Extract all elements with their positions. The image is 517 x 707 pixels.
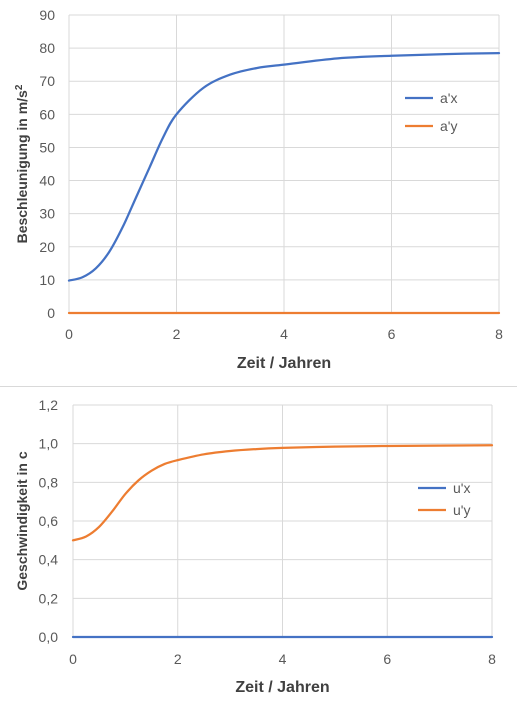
chart2-x-tick-label: 0 bbox=[69, 651, 77, 667]
chart1-y-tick-label: 70 bbox=[39, 73, 55, 89]
chart1-legend: a'x a'y bbox=[405, 90, 457, 134]
chart1-legend-label-ax: a'x bbox=[440, 90, 457, 106]
chart2-y-tick-label: 0,2 bbox=[39, 590, 59, 606]
chart1-y-tick-label: 0 bbox=[47, 305, 55, 321]
chart2-y-tick-label: 1,0 bbox=[39, 436, 59, 452]
chart2-y-axis-title: Geschwindigkeit in c bbox=[14, 451, 30, 590]
chart1-x-tick-label: 4 bbox=[280, 326, 288, 342]
chart1-x-tick-label: 8 bbox=[495, 326, 503, 342]
chart2-x-tick-label: 6 bbox=[383, 651, 391, 667]
chart2-x-tick-label: 4 bbox=[279, 651, 287, 667]
chart1-legend-label-ay: a'y bbox=[440, 118, 457, 134]
chart2-gridlines bbox=[72, 404, 493, 638]
chart2-y-tick-label: 0,8 bbox=[39, 474, 59, 490]
chart1-x-tick-label: 6 bbox=[388, 326, 396, 342]
chart1-y-tick-label: 80 bbox=[39, 40, 55, 56]
chart2-series bbox=[71, 444, 494, 639]
chart2-x-axis-title: Zeit / Jahren bbox=[235, 679, 329, 696]
acceleration-chart: 0 10 20 30 40 50 60 70 80 90 0 2 4 6 8 Beschleunigung… bbox=[14, 7, 504, 372]
chart1-series-line-ax bbox=[67, 51, 501, 282]
chart1-y-tick-label: 90 bbox=[39, 7, 55, 23]
velocity-chart: 0,0 0,2 0,4 0,6 0,8 1,0 1,2 0 2 4 6 8 Geschwindigk… bbox=[14, 397, 496, 696]
chart1-y-ticks: 0 10 20 30 40 50 60 70 80 90 bbox=[39, 7, 55, 321]
chart2-x-tick-label: 8 bbox=[488, 651, 496, 667]
chart2-y-tick-label: 1,2 bbox=[39, 397, 59, 413]
chart1-y-tick-label: 10 bbox=[39, 272, 55, 288]
chart2-x-ticks: 0 2 4 6 8 bbox=[69, 651, 496, 667]
chart1-y-tick-label: 40 bbox=[39, 173, 55, 189]
chart2-y-tick-label: 0,0 bbox=[39, 629, 59, 645]
chart-separator bbox=[0, 386, 517, 387]
chart2-y-tick-label: 0,4 bbox=[39, 552, 59, 568]
chart1-y-axis-title: Beschleunigung in m/s2 bbox=[14, 84, 31, 243]
chart2-series-line-uy bbox=[71, 444, 494, 542]
chart2-x-tick-label: 2 bbox=[174, 651, 182, 667]
chart1-x-ticks: 0 2 4 6 8 bbox=[65, 326, 503, 342]
chart1-y-axis-title-main: Beschleunigung in m/s bbox=[14, 90, 30, 243]
chart1-x-tick-label: 0 bbox=[65, 326, 73, 342]
chart1-gridlines bbox=[68, 14, 500, 314]
chart2-legend-label-uy: u'y bbox=[453, 502, 470, 518]
chart1-y-tick-label: 20 bbox=[39, 239, 55, 255]
chart1-y-axis-title-sup: 2 bbox=[14, 84, 25, 90]
chart1-x-tick-label: 2 bbox=[173, 326, 181, 342]
chart2-y-ticks: 0,0 0,2 0,4 0,6 0,8 1,0 1,2 bbox=[39, 397, 59, 645]
chart1-y-tick-label: 30 bbox=[39, 206, 55, 222]
chart1-series bbox=[67, 51, 501, 315]
chart1-y-tick-label: 60 bbox=[39, 106, 55, 122]
chart1-y-tick-label: 50 bbox=[39, 139, 55, 155]
chart2-y-tick-label: 0,6 bbox=[39, 513, 59, 529]
chart2-legend: u'x u'y bbox=[418, 480, 470, 518]
chart2-legend-label-ux: u'x bbox=[453, 480, 470, 496]
chart1-x-axis-title: Zeit / Jahren bbox=[237, 355, 331, 372]
